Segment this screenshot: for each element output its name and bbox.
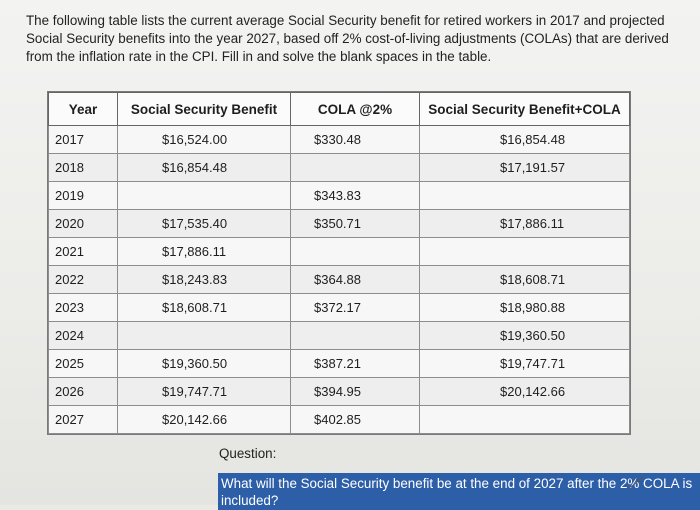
cell-benefit: $16,524.00 — [117, 125, 291, 154]
question-label: Question: — [219, 446, 277, 461]
cell-cola — [290, 153, 420, 182]
pen-stroke-icon — [626, 476, 644, 490]
cell-benefit: $20,142.66 — [117, 405, 291, 434]
header-year: Year — [48, 92, 118, 126]
table-row: 2023 $18,608.71 $372.17 $18,980.88 — [48, 293, 630, 322]
cell-cola: $402.85 — [290, 405, 420, 434]
cell-total: $17,886.11 — [419, 209, 630, 238]
cell-total — [419, 405, 630, 434]
cell-total — [419, 237, 630, 266]
cell-year: 2020 — [48, 209, 118, 238]
cell-year: 2018 — [48, 153, 118, 182]
benefit-table: Year Social Security Benefit COLA @2% So… — [48, 92, 630, 434]
cell-cola: $394.95 — [290, 377, 420, 406]
cell-total: $17,191.57 — [419, 153, 630, 182]
cell-benefit: $19,747.71 — [117, 377, 291, 406]
table-body: 2017 $16,524.00 $330.48 $16,854.48 2018 $16,8… — [48, 125, 630, 434]
table-header-row: Year Social Security Benefit COLA @2% So… — [48, 92, 630, 126]
table-row: 2018 $16,854.48 $17,191.57 — [48, 153, 630, 182]
cell-cola — [290, 321, 420, 350]
header-benefit: Social Security Benefit — [117, 92, 291, 126]
cell-cola: $350.71 — [290, 209, 420, 238]
table-row: 2020 $17,535.40 $350.71 $17,886.11 — [48, 209, 630, 238]
cell-benefit: $16,854.48 — [117, 153, 291, 182]
cell-year: 2021 — [48, 237, 118, 266]
table-row: 2019 $343.83 — [48, 181, 630, 210]
benefit-table-container: Year Social Security Benefit COLA @2% So… — [48, 92, 630, 434]
cell-year: 2017 — [48, 125, 118, 154]
cell-total: $16,854.48 — [419, 125, 630, 154]
cell-total: $18,608.71 — [419, 265, 630, 294]
cell-year: 2022 — [48, 265, 118, 294]
table-row: 2024 $19,360.50 — [48, 321, 630, 350]
cell-cola: $387.21 — [290, 349, 420, 378]
cell-cola — [290, 237, 420, 266]
cell-total: $20,142.66 — [419, 377, 630, 406]
question-text-highlighted: What will the Social Security benefit be… — [218, 473, 700, 510]
cell-year: 2026 — [48, 377, 118, 406]
cell-year: 2025 — [48, 349, 118, 378]
cell-year: 2024 — [48, 321, 118, 350]
cell-benefit: $18,608.71 — [117, 293, 291, 322]
cell-total — [419, 181, 630, 210]
table-row: 2017 $16,524.00 $330.48 $16,854.48 — [48, 125, 630, 154]
cell-cola: $364.88 — [290, 265, 420, 294]
cell-benefit: $18,243.83 — [117, 265, 291, 294]
header-cola: COLA @2% — [290, 92, 420, 126]
cell-benefit — [117, 321, 291, 350]
cell-year: 2023 — [48, 293, 118, 322]
table-row: 2022 $18,243.83 $364.88 $18,608.71 — [48, 265, 630, 294]
table-row: 2021 $17,886.11 — [48, 237, 630, 266]
cell-benefit: $17,886.11 — [117, 237, 291, 266]
cell-total: $19,360.50 — [419, 321, 630, 350]
header-total: Social Security Benefit+COLA — [419, 92, 630, 126]
cell-cola: $372.17 — [290, 293, 420, 322]
cell-year: 2027 — [48, 405, 118, 434]
table-row: 2026 $19,747.71 $394.95 $20,142.66 — [48, 377, 630, 406]
cell-year: 2019 — [48, 181, 118, 210]
cell-total: $18,980.88 — [419, 293, 630, 322]
cell-cola: $330.48 — [290, 125, 420, 154]
intro-paragraph: The following table lists the current av… — [26, 13, 669, 64]
cell-benefit: $19,360.50 — [117, 349, 291, 378]
cell-benefit: $17,535.40 — [117, 209, 291, 238]
cell-cola: $343.83 — [290, 181, 420, 210]
table-row: 2025 $19,360.50 $387.21 $19,747.71 — [48, 349, 630, 378]
table-row: 2027 $20,142.66 $402.85 — [48, 405, 630, 434]
cell-benefit — [117, 181, 291, 210]
cell-total: $19,747.71 — [419, 349, 630, 378]
